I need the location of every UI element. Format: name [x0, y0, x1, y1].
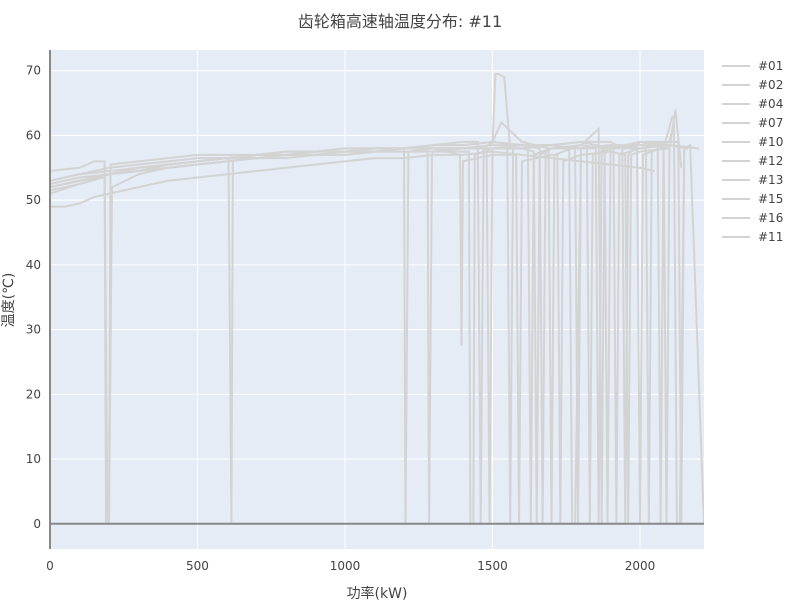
legend-line-swatch: [722, 102, 750, 105]
legend-line-swatch: [722, 121, 750, 124]
legend-item[interactable]: #10: [722, 132, 783, 151]
y-tick-label: 40: [26, 258, 41, 272]
legend-line-swatch: [722, 179, 750, 182]
legend-item[interactable]: #15: [722, 190, 783, 209]
x-tick-label: 500: [186, 559, 209, 573]
y-tick-label: 0: [33, 517, 41, 531]
series-line-11: [50, 122, 704, 525]
y-tick-label: 10: [26, 452, 41, 466]
legend-item[interactable]: #04: [722, 94, 783, 113]
legend-label: #11: [758, 230, 784, 245]
legend-label: #15: [758, 192, 784, 207]
legend-label: #10: [758, 134, 784, 149]
legend-label: #01: [758, 58, 784, 73]
legend-item[interactable]: #02: [722, 75, 783, 94]
legend-item[interactable]: #01: [722, 56, 783, 75]
legend-item[interactable]: #07: [722, 113, 783, 132]
x-tick-label: 0: [46, 559, 54, 573]
x-tick-label: 2000: [625, 559, 656, 573]
x-axis-label: 功率(kW): [346, 586, 408, 602]
chart-title: 齿轮箱高速轴温度分布: #11: [297, 12, 503, 31]
legend-line-swatch: [722, 64, 750, 67]
legend-line-swatch: [722, 140, 750, 143]
y-axis-label: 温度(℃): [1, 272, 17, 328]
legend-line-swatch: [722, 236, 750, 239]
legend-line-swatch: [722, 217, 750, 220]
y-tick-label: 70: [26, 64, 41, 78]
x-tick-label: 1000: [330, 559, 361, 573]
x-tick-label: 1500: [477, 559, 508, 573]
y-tick-label: 50: [26, 193, 41, 207]
legend-label: #16: [758, 211, 784, 226]
legend-label: #04: [758, 96, 784, 111]
legend-line-swatch: [722, 83, 750, 86]
series-line-16: [50, 120, 691, 524]
legend-label: #07: [758, 115, 784, 130]
legend-label: #02: [758, 77, 784, 92]
legend-item[interactable]: #12: [722, 151, 783, 170]
legend-item[interactable]: #16: [722, 209, 783, 228]
legend-item[interactable]: #13: [722, 171, 783, 190]
legend-label: #13: [758, 173, 784, 188]
y-tick-label: 30: [26, 323, 41, 337]
legend-line-swatch: [722, 160, 750, 163]
series-line-01: [50, 150, 655, 208]
legend-label: #12: [758, 154, 784, 169]
legend: #01 #02 #04 #07 #10 #12 #13 #15 #16 #11: [722, 56, 783, 247]
y-tick-label: 20: [26, 387, 41, 401]
y-tick-label: 60: [26, 128, 41, 142]
legend-line-swatch: [722, 198, 750, 201]
legend-item[interactable]: #11: [722, 228, 783, 247]
